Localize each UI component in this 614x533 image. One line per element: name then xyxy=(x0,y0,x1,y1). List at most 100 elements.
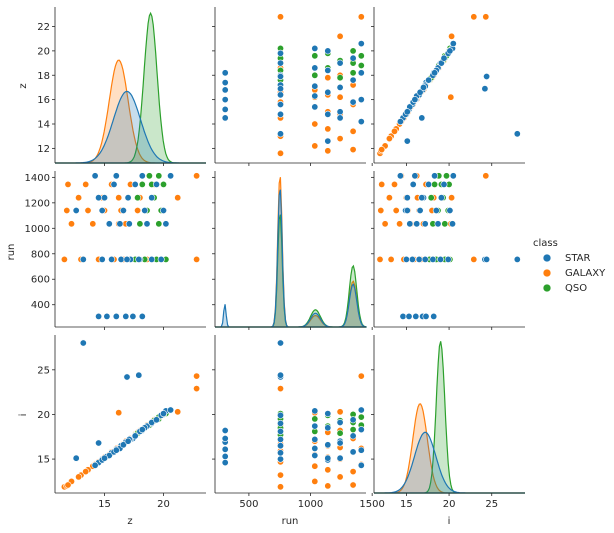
point-star-z-vs-i-14 xyxy=(513,130,521,138)
point-galaxy-z-vs-run-16 xyxy=(324,74,332,82)
point-star-i-vs-z-26 xyxy=(124,437,132,445)
point-star-z-vs-run-25 xyxy=(336,108,344,116)
point-star-run-vs-z-22 xyxy=(119,207,127,215)
point-star-run-vs-i-25 xyxy=(403,194,411,202)
point-star-z-vs-i-25 xyxy=(403,108,411,116)
point-star-i-vs-run-33 xyxy=(357,426,365,434)
point-qso-i-vs-run-5 xyxy=(311,415,319,423)
point-star-z-vs-run-0 xyxy=(221,114,229,122)
point-star-i-vs-z-31 xyxy=(91,461,99,469)
point-star-z-vs-run-15 xyxy=(276,73,284,81)
point-galaxy-run-vs-i-17 xyxy=(385,194,393,202)
legend-label-qso: QSO xyxy=(565,283,587,294)
legend-marker-qso xyxy=(542,283,552,293)
point-galaxy-i-vs-run-28 xyxy=(357,372,365,380)
point-qso-i-vs-run-10 xyxy=(349,426,357,434)
point-star-run-vs-z-2 xyxy=(112,312,120,320)
point-star-z-vs-run-13 xyxy=(276,85,284,93)
point-star-z-vs-run-1 xyxy=(221,105,229,113)
point-star-run-vs-z-26 xyxy=(124,194,132,202)
point-star-z-vs-run-31 xyxy=(357,118,365,126)
point-star-z-vs-i-36 xyxy=(418,114,426,122)
panel-i-vs-i: 15 20 25 xyxy=(371,335,525,510)
point-star-run-vs-i-6 xyxy=(402,255,410,263)
point-star-run-vs-i-9 xyxy=(421,255,429,263)
point-galaxy-run-vs-z-16 xyxy=(134,207,142,215)
point-star-run-vs-z-27 xyxy=(148,194,156,202)
point-galaxy-z-vs-i-22 xyxy=(390,127,398,135)
point-galaxy-run-vs-z-21 xyxy=(64,180,72,188)
point-star-i-vs-z-25 xyxy=(101,454,109,462)
point-star-i-vs-run-23 xyxy=(324,424,332,432)
point-star-z-vs-run-5 xyxy=(221,69,229,77)
point-galaxy-i-vs-run-22 xyxy=(349,468,357,476)
point-star-run-vs-i-22 xyxy=(416,207,424,215)
point-qso-run-vs-z-14 xyxy=(155,172,163,180)
point-star-i-vs-run-32 xyxy=(357,446,365,454)
point-star-i-vs-run-0 xyxy=(221,459,229,467)
point-star-run-vs-i-1 xyxy=(405,312,413,320)
point-galaxy-run-vs-i-1 xyxy=(387,255,395,263)
point-star-run-vs-z-30 xyxy=(153,180,161,188)
point-star-run-vs-z-1 xyxy=(103,312,111,320)
ytick-label-z: 22 xyxy=(37,22,50,33)
point-star-z-vs-i-35 xyxy=(403,137,411,145)
ytick-label-i: 15 xyxy=(37,455,50,466)
point-star-run-vs-z-3 xyxy=(122,312,130,320)
point-galaxy-run-vs-i-21 xyxy=(378,180,386,188)
point-star-i-vs-run-16 xyxy=(311,451,319,459)
point-qso-run-vs-z-13 xyxy=(145,172,153,180)
point-star-i-vs-run-9 xyxy=(276,435,284,443)
point-star-z-vs-run-6 xyxy=(276,110,284,118)
point-qso-i-vs-run-14 xyxy=(357,413,365,421)
point-star-run-vs-i-5 xyxy=(430,312,438,320)
point-star-i-vs-run-20 xyxy=(311,407,319,415)
point-star-i-vs-z-15 xyxy=(135,371,143,379)
point-galaxy-z-vs-run-21 xyxy=(349,146,357,154)
point-galaxy-i-vs-run-21 xyxy=(349,481,357,489)
point-star-run-vs-i-32 xyxy=(411,172,419,180)
point-galaxy-z-vs-i-7 xyxy=(470,13,478,21)
point-star-run-vs-z-5 xyxy=(138,312,146,320)
kde-galaxy-run xyxy=(215,177,367,328)
point-qso-run-vs-z-10 xyxy=(138,180,146,188)
point-star-z-vs-i-32 xyxy=(411,96,419,104)
point-galaxy-z-vs-i-21 xyxy=(378,146,386,154)
point-star-i-vs-run-29 xyxy=(349,432,357,440)
point-star-run-vs-z-14 xyxy=(79,255,87,263)
point-galaxy-z-vs-i-17 xyxy=(385,135,393,143)
point-star-z-vs-run-28 xyxy=(349,98,357,106)
point-galaxy-i-vs-run-30 xyxy=(336,408,344,416)
point-galaxy-z-vs-i-29 xyxy=(447,93,455,101)
point-star-i-vs-run-4 xyxy=(221,434,229,442)
point-star-z-vs-i-15 xyxy=(483,73,491,81)
point-galaxy-i-vs-run-8 xyxy=(311,477,319,485)
point-star-i-vs-run-22 xyxy=(324,441,332,449)
point-star-z-vs-run-21 xyxy=(324,110,332,118)
point-galaxy-z-vs-run-28 xyxy=(357,13,365,21)
point-galaxy-i-vs-run-7 xyxy=(276,385,284,393)
point-star-z-vs-run-2 xyxy=(221,96,229,104)
point-qso-run-vs-i-14 xyxy=(442,172,450,180)
point-star-z-vs-run-32 xyxy=(357,96,365,104)
point-star-z-vs-run-35 xyxy=(324,137,332,145)
point-star-run-vs-z-29 xyxy=(131,180,139,188)
point-star-run-vs-z-36 xyxy=(95,194,103,202)
ytick-label-z: 16 xyxy=(37,95,50,106)
ytick-label-run: 600 xyxy=(31,275,50,286)
point-star-z-vs-run-20 xyxy=(311,44,319,52)
point-star-i-vs-z-30 xyxy=(153,416,161,424)
point-star-z-vs-run-26 xyxy=(336,83,344,91)
point-qso-z-vs-run-14 xyxy=(357,52,365,60)
point-star-i-vs-z-14 xyxy=(79,339,87,347)
point-qso-z-vs-run-4 xyxy=(311,71,319,79)
point-galaxy-i-vs-z-21 xyxy=(64,481,72,489)
kde-qso-i xyxy=(374,341,525,494)
xtick-label-run: 1000 xyxy=(298,499,323,510)
point-galaxy-run-vs-i-12 xyxy=(377,207,385,215)
point-star-i-vs-run-17 xyxy=(311,444,319,452)
point-star-run-vs-z-34 xyxy=(167,172,175,180)
point-galaxy-z-vs-run-19 xyxy=(336,93,344,101)
point-star-z-vs-run-22 xyxy=(324,88,332,96)
